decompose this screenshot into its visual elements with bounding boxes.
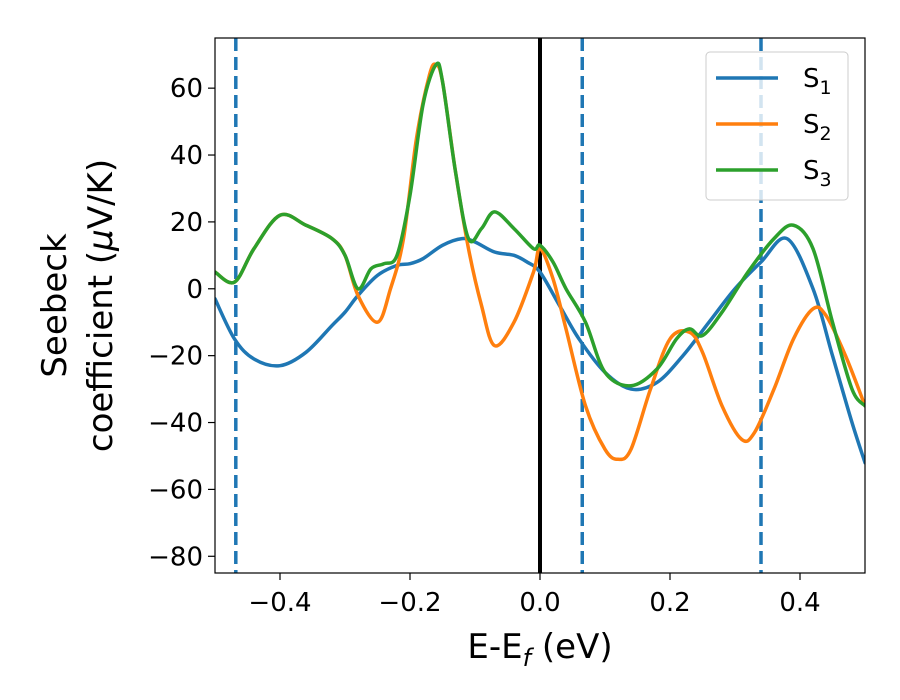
y-axis-label-line2b: V/K) (81, 159, 121, 229)
legend: S1 S2 S3 (705, 51, 849, 201)
y-tick-label: −40 (148, 409, 203, 439)
y-axis-label-line2: coefficient (μV/K) (81, 159, 121, 452)
y-tick-label: 20 (170, 208, 203, 238)
legend-box (705, 51, 849, 201)
x-tick-label: 0.2 (649, 588, 690, 618)
legend-label: S2 (803, 110, 832, 145)
series-line-s2 (215, 62, 865, 462)
x-axis-label-base: E-E (467, 627, 522, 667)
legend-label: S1 (803, 64, 832, 99)
y-axis-label-mu: μ (81, 229, 121, 252)
legend-item-s1: S1 (716, 64, 832, 99)
y-tick-label: −20 (148, 342, 203, 372)
y-tick-label: 40 (170, 141, 203, 171)
legend-label: S3 (803, 156, 832, 191)
series-line-s1 (215, 236, 865, 465)
vertical-reference-lines (234, 38, 763, 573)
x-tick-label: 0.0 (519, 588, 560, 618)
y-axis-label-line2a: coefficient ( (81, 251, 121, 452)
legend-item-s3: S3 (716, 156, 832, 191)
series-layer (215, 61, 865, 465)
x-axis-label-unit: (eV) (531, 627, 613, 667)
y-tick-label: 60 (170, 74, 203, 104)
y-tick-label: 0 (186, 275, 203, 305)
series-line-s3 (215, 61, 865, 408)
y-axis-label-line1: Seebeck (35, 233, 75, 378)
y-tick-label: −80 (148, 542, 203, 572)
y-axis-label: Seebeck coefficient (μV/K) (35, 159, 121, 452)
y-tick-label: −60 (148, 475, 203, 505)
x-tick-label: −0.2 (378, 588, 441, 618)
x-tick-label: 0.4 (779, 588, 820, 618)
legend-item-s2: S2 (716, 110, 832, 145)
y-axis: −80 −60 −40 −20 0 20 40 60 (148, 74, 215, 572)
x-tick-label: −0.4 (248, 588, 311, 618)
x-axis: −0.4 −0.2 0.0 0.2 0.4 (248, 573, 821, 618)
x-axis-label: E-Ef (eV) (467, 627, 612, 672)
